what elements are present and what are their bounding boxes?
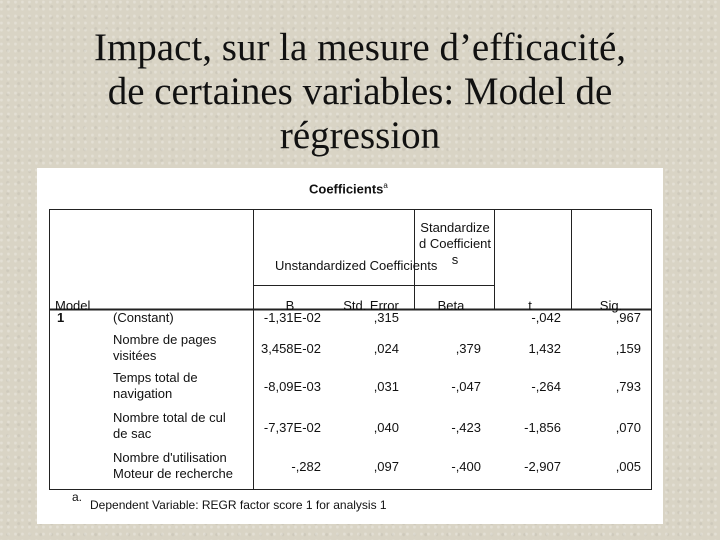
header-standardized: Standardized Coefficients — [418, 220, 492, 267]
header-t: t — [528, 298, 532, 313]
row-label: Nombre d'utilisation Moteur de recherche — [113, 450, 233, 481]
header-model: Model — [55, 298, 91, 313]
footnote-letter: a. — [72, 490, 83, 504]
row-beta: -,400 — [451, 459, 481, 474]
row-sig: ,159 — [615, 341, 641, 356]
header-sig: Sig. — [599, 298, 623, 313]
row-label: Nombre total de cul de sac — [113, 410, 226, 441]
row-t: -,042 — [531, 310, 561, 325]
row-std-error: ,031 — [373, 379, 399, 394]
row-std-error: ,024 — [373, 341, 399, 356]
row-t: -1,856 — [524, 420, 561, 435]
row-beta: ,379 — [455, 341, 481, 356]
row-label: Nombre de pages visitées — [113, 332, 217, 363]
title-line-1: Impact, sur la mesure d’efficacité, — [93, 26, 627, 69]
row-std-error: ,315 — [373, 310, 399, 325]
row-label: Temps total de navigation — [113, 370, 198, 401]
header-b: B — [285, 298, 295, 313]
row-label: (Constant) — [113, 310, 174, 325]
row-sig: ,967 — [615, 310, 641, 325]
row-std-error: ,097 — [373, 459, 399, 474]
table-grid-lines — [49, 209, 652, 490]
slide-title: Impact, sur la mesure d’efficacité, de c… — [40, 26, 680, 158]
row-b: -8,09E-03 — [263, 379, 321, 394]
row-std-error: ,040 — [373, 420, 399, 435]
title-line-2: de certaines variables: Model de — [107, 70, 613, 113]
row-b: -1,31E-02 — [263, 310, 321, 325]
row-t: -2,907 — [524, 459, 561, 474]
row-t: 1,432 — [528, 341, 561, 356]
row-beta: -,423 — [451, 420, 481, 435]
row-beta: -,047 — [451, 379, 481, 394]
header-std-error: Std. Error — [343, 298, 399, 313]
row-sig: ,070 — [615, 420, 641, 435]
model-number: 1 — [57, 310, 65, 325]
title-line-3: régression — [279, 114, 441, 157]
row-b: 3,458E-02 — [261, 341, 321, 356]
footnote-text: Dependent Variable: REGR factor score 1 … — [90, 498, 387, 512]
header-beta: Beta — [437, 298, 465, 313]
row-sig: ,005 — [615, 459, 641, 474]
row-t: -,264 — [531, 379, 561, 394]
coefficients-table-panel: Coefficientsa Unstandardized Coefficient… — [37, 168, 663, 524]
header-unstandardized: Unstandardized Coefficients — [275, 258, 438, 273]
row-b: -,282 — [291, 459, 321, 474]
table-title: Coefficientsa — [309, 181, 388, 197]
row-sig: ,793 — [615, 379, 641, 394]
row-b: -7,37E-02 — [263, 420, 321, 435]
